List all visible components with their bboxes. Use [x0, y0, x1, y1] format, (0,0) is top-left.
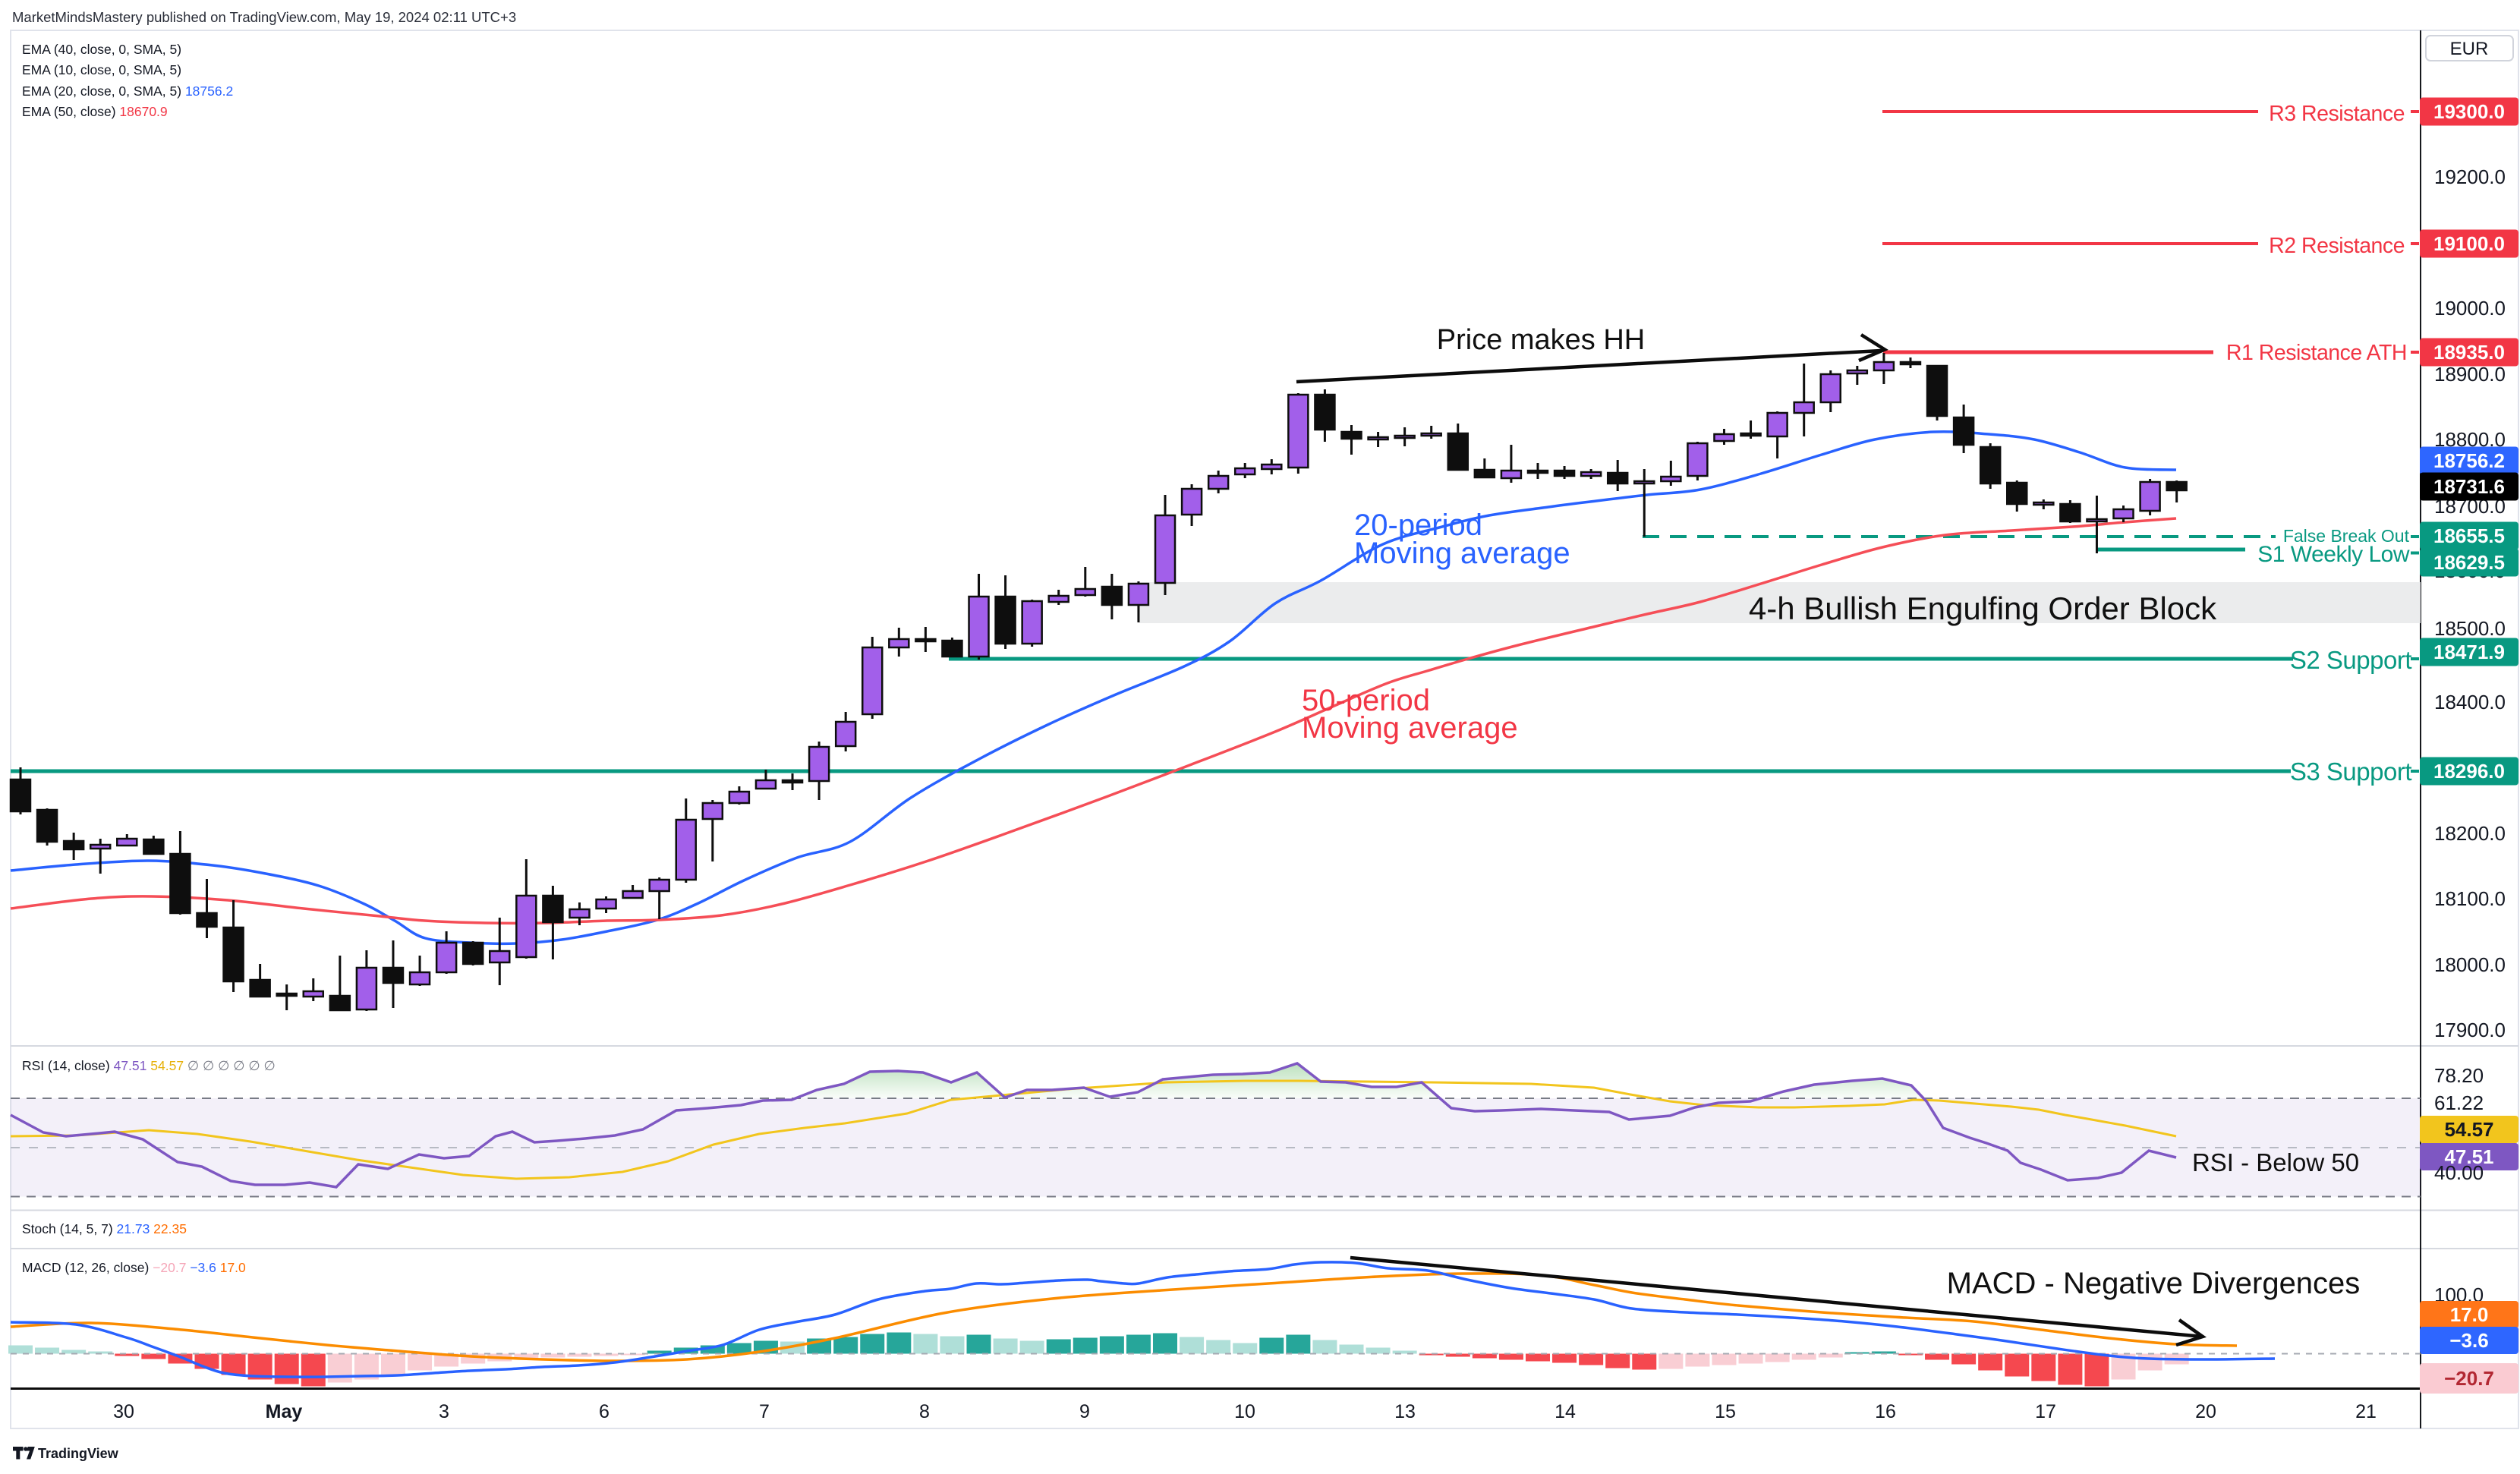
svg-text:19200.0: 19200.0 — [2434, 165, 2506, 188]
svg-text:MACD (12, 26, close) −20.7 −: MACD (12, 26, close) −20.7 −3.6 17.0 — [22, 1260, 246, 1275]
svg-text:EMA (10, close, 0, SMA, 5): EMA (10, close, 0, SMA, 5) — [22, 62, 181, 77]
svg-text:50-period: 50-period — [1302, 684, 1430, 717]
svg-text:14: 14 — [1555, 1401, 1576, 1422]
svg-text:Moving average: Moving average — [1302, 711, 1518, 745]
svg-text:18000.0: 18000.0 — [2434, 953, 2506, 976]
svg-text:S1 Weekly Low: S1 Weekly Low — [2257, 542, 2410, 567]
svg-text:15: 15 — [1715, 1401, 1736, 1422]
svg-text:Price makes HH: Price makes HH — [1437, 324, 1646, 356]
svg-text:10: 10 — [1234, 1401, 1255, 1422]
svg-text:S2 Support: S2 Support — [2290, 646, 2411, 674]
svg-text:R2 Resistance: R2 Resistance — [2269, 234, 2405, 258]
svg-text:False Break Out: False Break Out — [2283, 526, 2410, 546]
svg-text:MarketMindsMastery published o: MarketMindsMastery published on TradingV… — [12, 9, 516, 25]
svg-text:18900.0: 18900.0 — [2434, 363, 2506, 386]
svg-text:13: 13 — [1394, 1401, 1416, 1422]
svg-text:18100.0: 18100.0 — [2434, 887, 2506, 910]
svg-text:R3 Resistance: R3 Resistance — [2269, 102, 2405, 126]
svg-text:78.20: 78.20 — [2434, 1064, 2484, 1087]
svg-text:6: 6 — [599, 1401, 610, 1422]
svg-text:18935.0: 18935.0 — [2433, 341, 2505, 364]
svg-text:19100.0: 19100.0 — [2433, 232, 2505, 255]
svg-text:18400.0: 18400.0 — [2434, 691, 2506, 713]
svg-text:−3.6: −3.6 — [2449, 1329, 2488, 1352]
svg-text:18500.0: 18500.0 — [2434, 617, 2506, 640]
svg-text:17.0: 17.0 — [2450, 1303, 2489, 1326]
svg-text:3: 3 — [439, 1401, 449, 1422]
svg-text:EUR: EUR — [2450, 39, 2489, 59]
svg-text:18655.5: 18655.5 — [2433, 524, 2505, 547]
svg-text:40.00: 40.00 — [2434, 1161, 2484, 1184]
svg-text:20-period: 20-period — [1354, 509, 1482, 542]
svg-text:17900.0: 17900.0 — [2434, 1019, 2506, 1041]
svg-text:61.22: 61.22 — [2434, 1091, 2484, 1114]
svg-text:18629.5: 18629.5 — [2433, 551, 2505, 574]
svg-text:30: 30 — [113, 1401, 134, 1422]
svg-text:18200.0: 18200.0 — [2434, 822, 2506, 845]
svg-text:18731.6: 18731.6 — [2433, 475, 2505, 498]
svg-text:19300.0: 19300.0 — [2433, 100, 2505, 123]
svg-text:Moving average: Moving average — [1354, 537, 1570, 570]
svg-text:EMA (50, close) 18670.9: EMA (50, close) 18670.9 — [22, 104, 168, 119]
svg-text:18756.2: 18756.2 — [2433, 449, 2505, 472]
svg-text:EMA (20, close, 0, SMA, 5) 18: EMA (20, close, 0, SMA, 5) 18756.2 — [22, 83, 233, 99]
svg-text:18296.0: 18296.0 — [2433, 760, 2505, 783]
svg-text:MACD - Negative Divergences: MACD - Negative Divergences — [1947, 1267, 2361, 1300]
svg-text:54.57: 54.57 — [2444, 1118, 2493, 1141]
svg-text:EMA (40, close, 0, SMA, 5): EMA (40, close, 0, SMA, 5) — [22, 42, 181, 57]
svg-text:19000.0: 19000.0 — [2434, 297, 2506, 320]
svg-text:Stoch (14, 5, 7) 21.73 22.35: Stoch (14, 5, 7) 21.73 22.35 — [22, 1221, 187, 1236]
svg-text:9: 9 — [1079, 1401, 1090, 1422]
svg-text:RSI - Below 50: RSI - Below 50 — [2192, 1148, 2359, 1176]
svg-text:R1 Resistance ATH: R1 Resistance ATH — [2226, 341, 2407, 365]
svg-text:17: 17 — [2035, 1401, 2056, 1422]
svg-text:7: 7 — [759, 1401, 770, 1422]
svg-text:21: 21 — [2355, 1401, 2377, 1422]
svg-text:18471.9: 18471.9 — [2433, 641, 2505, 663]
svg-text:20: 20 — [2195, 1401, 2216, 1422]
svg-text:S3 Support: S3 Support — [2290, 757, 2411, 786]
svg-text:−20.7: −20.7 — [2444, 1367, 2494, 1390]
svg-text:47.51: 47.51 — [2444, 1145, 2493, 1168]
svg-text:16: 16 — [1875, 1401, 1896, 1422]
svg-text:RSI (14, close) 47.51 54.57: RSI (14, close) 47.51 54.57 ∅ ∅ ∅ ∅ ∅ ∅ — [22, 1058, 276, 1073]
svg-text:8: 8 — [919, 1401, 930, 1422]
svg-text:4-h Bullish Engulfing Order Bl: 4-h Bullish Engulfing Order Block — [1749, 591, 2217, 626]
svg-text:TradingView: TradingView — [38, 1446, 119, 1461]
svg-text:May: May — [266, 1401, 303, 1422]
